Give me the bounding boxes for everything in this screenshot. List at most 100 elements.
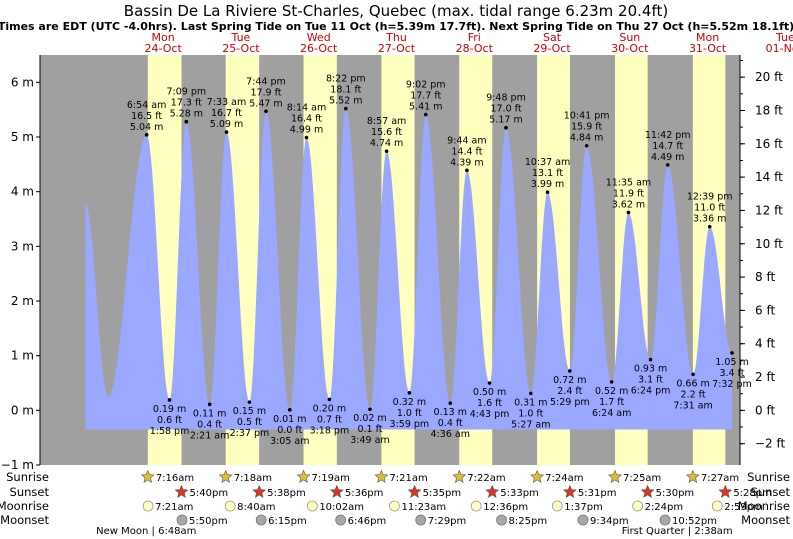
low-tide-ft: 2.2 ft xyxy=(681,389,706,400)
moonrise-icon xyxy=(711,500,723,512)
row-label-sunrise-left: Sunrise xyxy=(6,470,49,484)
y-tick-label-ft: 6 ft xyxy=(755,303,775,317)
row-label-moonrise-left: Moonrise xyxy=(0,499,49,513)
day-label-dow: Thu xyxy=(385,31,407,44)
high-tide-m: 5.17 m xyxy=(489,115,522,126)
moonrise-icon xyxy=(470,500,482,512)
day-labels: Mon24-OctTue25-OctWed26-OctThu27-OctFri2… xyxy=(144,31,793,55)
low-tide-m: 0.15 m xyxy=(233,406,266,417)
low-tide-ft: 0.0 ft xyxy=(277,425,302,436)
low-tide-point xyxy=(287,407,292,412)
sunrise-star-icon xyxy=(218,469,233,483)
low-tide-m: 0.50 m xyxy=(473,387,506,398)
high-tide-point xyxy=(144,133,149,137)
y-tick-label-ft: −2 ft xyxy=(755,437,786,451)
moonset-icon xyxy=(335,514,347,526)
chart-subtitle: Times are EDT (UTC -4.0hrs). Last Spring… xyxy=(0,20,793,33)
high-tide-point xyxy=(304,135,309,140)
low-tide-point xyxy=(609,380,614,384)
moonset-time: 9:34pm xyxy=(590,516,629,527)
y-tick-label-ft: 4 ft xyxy=(755,337,775,351)
sunset-star-icon xyxy=(252,484,267,498)
sunset-star-icon xyxy=(329,484,344,498)
high-tide-ft: 11.9 ft xyxy=(613,188,644,199)
low-tide-ft: 1.0 ft xyxy=(518,408,543,419)
row-label-moonset-left: Moonset xyxy=(0,513,49,527)
y-tick-label-m: 4 m xyxy=(11,185,34,199)
low-tide-ft: 1.6 ft xyxy=(477,398,502,409)
sunrise-star-icon xyxy=(608,469,622,483)
tide-area xyxy=(85,108,732,430)
y-tick-label-m: −1 m xyxy=(1,458,34,472)
low-tide-ft: 1.0 ft xyxy=(397,408,422,419)
moonset-icon xyxy=(176,514,188,526)
moonset-time: 6:46pm xyxy=(348,516,387,527)
y-tick-label-ft: 18 ft xyxy=(755,103,783,117)
low-tide-point xyxy=(730,351,734,355)
day-label-dow: Sat xyxy=(543,31,562,44)
high-tide-time: 6:54 am xyxy=(127,100,166,111)
sunrise-star-icon xyxy=(374,469,389,483)
high-tide-point xyxy=(264,109,268,114)
low-tide-time: 7:32 pm xyxy=(712,379,752,390)
moonrise-icon xyxy=(142,500,154,512)
high-tide-ft: 14.7 ft xyxy=(652,141,683,152)
sunrise-time: 7:19am xyxy=(312,473,350,484)
moonrise-time: 8:40am xyxy=(237,502,275,513)
high-tide-time: 8:14 am xyxy=(287,103,326,114)
moonrise-time: 10:02am xyxy=(319,502,364,513)
moonrise-icon xyxy=(551,500,563,512)
sunset-time: 5:30pm xyxy=(656,488,695,499)
low-tide-ft: 0.7 ft xyxy=(317,414,342,425)
sunset-time: 5:36pm xyxy=(345,488,384,499)
moonset-time: 7:29pm xyxy=(428,516,467,527)
day-label-dow: Wed xyxy=(307,31,331,44)
day-label-date: 29-Oct xyxy=(533,42,571,55)
high-tide-time: 12:39 pm xyxy=(687,192,733,203)
low-tide-m: 0.02 m xyxy=(353,413,386,424)
low-tide-time: 3:59 pm xyxy=(390,419,430,430)
moonset-time: 8:25pm xyxy=(509,516,548,527)
sunrise-time: 7:25am xyxy=(623,473,661,484)
moonrise-time: 11:23am xyxy=(401,502,446,513)
y-tick-label-ft: 20 ft xyxy=(755,70,783,84)
moonset-icon xyxy=(415,514,427,526)
sunset-time: 5:31pm xyxy=(578,488,617,499)
sunrise-star-icon xyxy=(685,469,700,483)
sunset-time: 5:33pm xyxy=(500,488,539,499)
low-tide-ft: 0.6 ft xyxy=(157,415,182,426)
high-tide-ft: 15.9 ft xyxy=(571,122,602,133)
sunset-star-icon xyxy=(174,484,189,498)
y-tick-label-ft: 0 ft xyxy=(755,403,775,417)
day-label-date: 26-Oct xyxy=(300,42,338,55)
sunset-star-icon xyxy=(640,484,655,498)
high-tide-ft: 16.7 ft xyxy=(211,108,242,119)
sunset-star-icon xyxy=(718,484,733,498)
day-label-date: 01-Nov xyxy=(766,42,793,55)
high-tide-point xyxy=(184,119,189,124)
low-tide-m: 0.11 m xyxy=(193,408,226,419)
sunset-time: 5:35pm xyxy=(423,488,462,499)
high-tide-m: 4.39 m xyxy=(450,157,483,168)
high-tide-ft: 17.9 ft xyxy=(250,87,281,98)
day-label-dow: Tue xyxy=(231,31,251,44)
moonset-icon xyxy=(255,514,267,526)
sunrise-time: 7:18am xyxy=(234,473,272,484)
moonrise-icon xyxy=(224,500,236,512)
high-tide-m: 4.74 m xyxy=(370,138,403,149)
high-tide-time: 9:02 pm xyxy=(406,80,446,91)
moonrise-time: 2:24pm xyxy=(645,502,684,513)
high-tide-point xyxy=(545,190,550,195)
sunset-time: 5:40pm xyxy=(190,488,229,499)
high-tide-point xyxy=(665,163,670,167)
y-tick-label-ft: 14 ft xyxy=(755,170,783,184)
low-tide-time: 2:37 pm xyxy=(230,428,270,439)
low-tide-time: 3:05 am xyxy=(270,436,309,447)
low-tide-ft: 3.1 ft xyxy=(638,374,663,385)
sunrise-time: 7:21am xyxy=(389,473,427,484)
moonset-icon xyxy=(577,514,589,526)
moonrise-time: 2:59pm xyxy=(724,502,763,513)
high-tide-time: 11:35 am xyxy=(606,177,651,188)
high-tide-ft: 17.3 ft xyxy=(171,98,202,109)
